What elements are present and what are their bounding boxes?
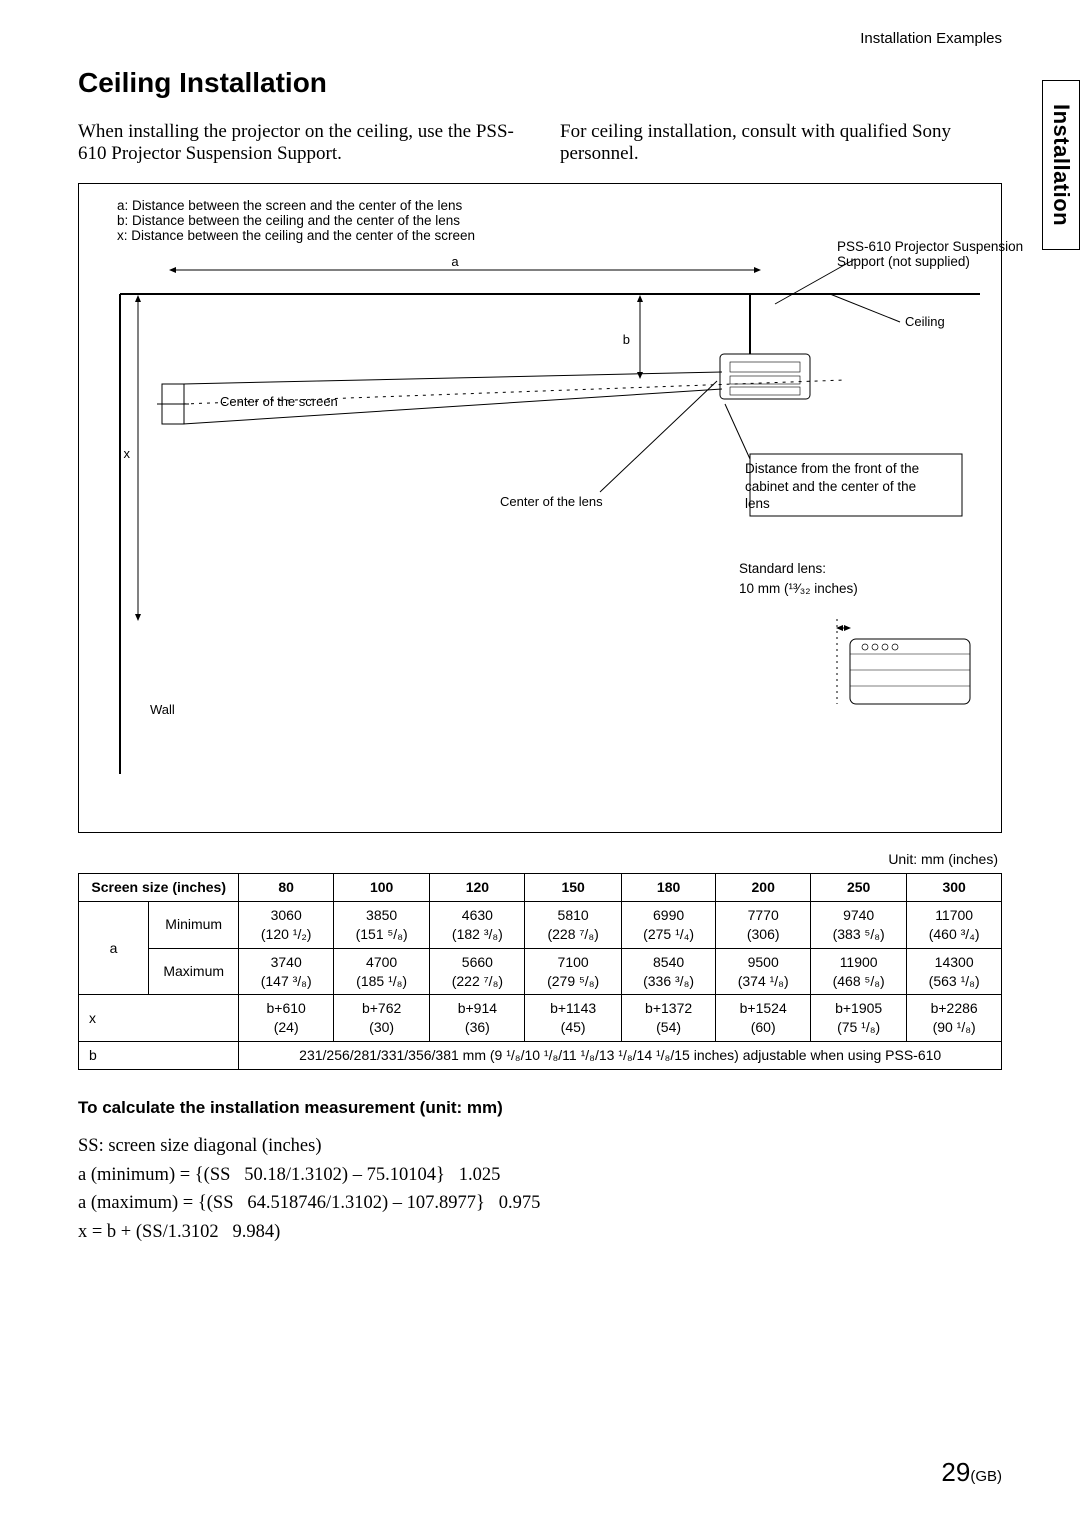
row-x: x	[79, 995, 239, 1042]
page-number-big: 29	[941, 1457, 970, 1487]
th-size: 80	[239, 874, 334, 902]
th-size: 250	[811, 874, 907, 902]
cell: 3740(147 ³/₈)	[239, 948, 334, 995]
header-section: Installation Examples	[78, 30, 1002, 47]
diagram: a: Distance between the screen and the c…	[78, 183, 1002, 833]
side-tab: Installation	[1042, 80, 1080, 250]
formula-line: a (minimum) = {(SS 50.18/1.3102) – 75.10…	[78, 1161, 1002, 1190]
cell: b+1905(75 ¹/₈)	[811, 995, 907, 1042]
row-a: a	[79, 901, 149, 995]
formula-line: a (maximum) = {(SS 64.518746/1.3102) – 1…	[78, 1189, 1002, 1218]
label-ceiling: Ceiling	[905, 314, 945, 329]
th-size: 120	[430, 874, 525, 902]
label-mount: PSS-610 Projector Suspension Support (no…	[837, 239, 1037, 269]
page-number-small: (GB)	[970, 1468, 1002, 1485]
cell: 5660(222 ⁷/₈)	[430, 948, 525, 995]
label-wall: Wall	[150, 702, 175, 717]
cell: 4630(182 ³/₈)	[430, 901, 525, 948]
row-b-note: 231/256/281/331/356/381 mm (9 ¹/₈/10 ¹/₈…	[239, 1042, 1002, 1070]
diagram-legend-b: b: Distance between the ceiling and the …	[117, 213, 983, 228]
unit-label: Unit: mm (inches)	[78, 851, 998, 867]
intro-right: For ceiling installation, consult with q…	[560, 121, 1002, 165]
diagram-svg: a Ceiling b Center of the screen	[89, 254, 1011, 814]
cell: b+1372(54)	[621, 995, 716, 1042]
cell: b+914(36)	[430, 995, 525, 1042]
label-x: x	[124, 446, 131, 461]
cell: 4700(185 ¹/₈)	[333, 948, 429, 995]
formula-line: SS: screen size diagonal (inches)	[78, 1132, 1002, 1161]
cell: 6990(275 ¹/₄)	[621, 901, 716, 948]
label-center-screen: Center of the screen	[220, 394, 338, 409]
cell: 3060(120 ¹/₂)	[239, 901, 334, 948]
row-max-label: Maximum	[149, 948, 239, 995]
cell: 14300(563 ¹/₈)	[907, 948, 1002, 995]
label-center-lens: Center of the lens	[500, 494, 603, 509]
cell: b+1143(45)	[525, 995, 621, 1042]
intro-row: When installing the projector on the cei…	[78, 121, 1002, 165]
row-min-label: Minimum	[149, 901, 239, 948]
intro-left: When installing the projector on the cei…	[78, 121, 520, 165]
cell: 7770(306)	[716, 901, 811, 948]
diagram-legend-a: a: Distance between the screen and the c…	[117, 198, 983, 213]
cell: 11700(460 ³/₄)	[907, 901, 1002, 948]
label-lens-a: Standard lens:	[739, 559, 858, 579]
cell: 9740(383 ⁵/₈)	[811, 901, 907, 948]
cell: b+762(30)	[333, 995, 429, 1042]
cell: b+610(24)	[239, 995, 334, 1042]
side-tab-label: Installation	[1048, 104, 1074, 226]
label-lens-b: 10 mm (¹³⁄₃₂ inches)	[739, 579, 858, 599]
label-a: a	[451, 254, 459, 269]
cell: b+1524(60)	[716, 995, 811, 1042]
formula-line: x = b + (SS/1.3102 9.984)	[78, 1218, 1002, 1247]
cell: 9500(374 ¹/₈)	[716, 948, 811, 995]
row-b: b	[79, 1042, 239, 1070]
cell: 7100(279 ⁵/₈)	[525, 948, 621, 995]
page-title: Ceiling Installation	[78, 67, 1002, 99]
cell: 3850(151 ⁵/₈)	[333, 901, 429, 948]
th-screen-size: Screen size (inches)	[79, 874, 239, 902]
label-b: b	[623, 332, 630, 347]
th-size: 100	[333, 874, 429, 902]
cell: 11900(468 ⁵/₈)	[811, 948, 907, 995]
cell: b+2286(90 ¹/₈)	[907, 995, 1002, 1042]
cell: 8540(336 ³/₈)	[621, 948, 716, 995]
calc-table: Screen size (inches) 80 100 120 150 180 …	[78, 873, 1002, 1070]
th-size: 300	[907, 874, 1002, 902]
label-distance-note: Distance from the front of the cabinet a…	[745, 460, 940, 513]
th-size: 150	[525, 874, 621, 902]
calc-heading: To calculate the installation measuremen…	[78, 1098, 1002, 1118]
th-size: 180	[621, 874, 716, 902]
th-size: 200	[716, 874, 811, 902]
page-number: 29(GB)	[78, 1457, 1002, 1488]
cell: 5810(228 ⁷/₈)	[525, 901, 621, 948]
formulas: SS: screen size diagonal (inches) a (min…	[78, 1132, 1002, 1247]
